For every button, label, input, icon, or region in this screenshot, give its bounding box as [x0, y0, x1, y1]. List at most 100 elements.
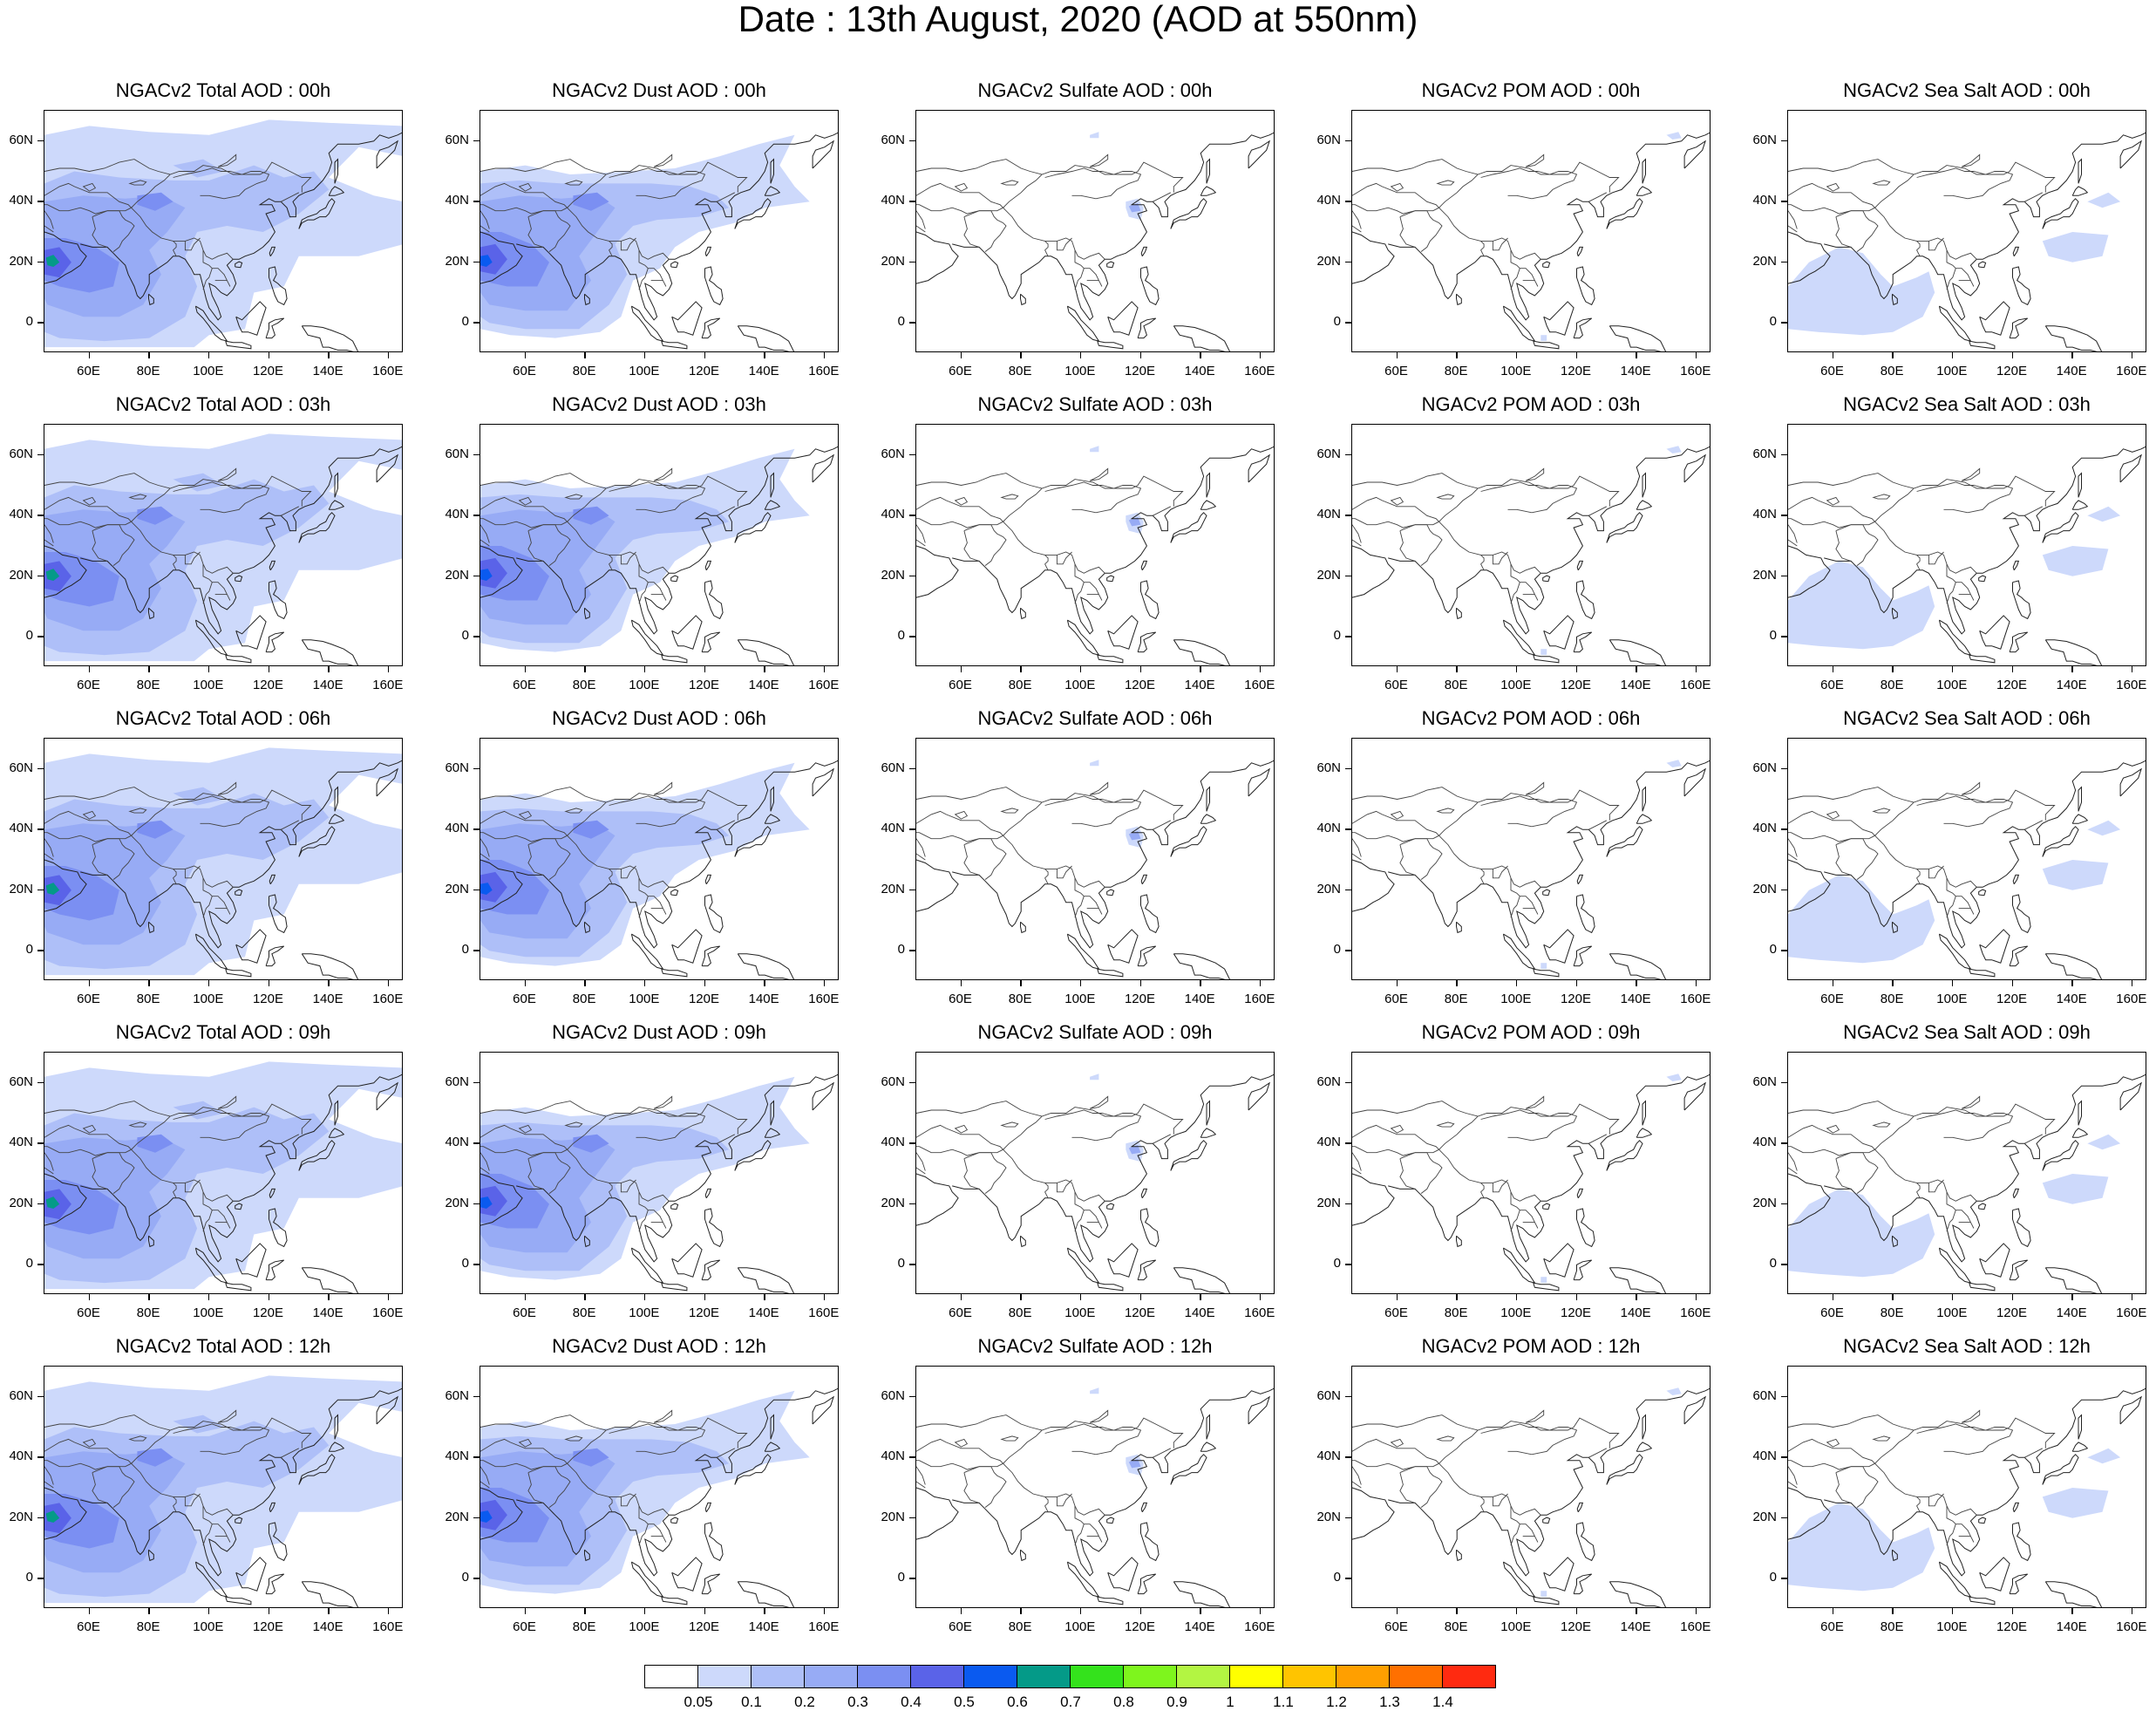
- lake-outline: [1436, 494, 1455, 500]
- country-border: [480, 787, 748, 821]
- country-border: [1916, 1109, 2014, 1142]
- lat-tick: [473, 1203, 479, 1205]
- lake-outline: [82, 1438, 97, 1448]
- lon-label: 140E: [312, 1619, 343, 1634]
- country-border: [609, 1423, 706, 1455]
- lon-label: 100E: [193, 1305, 224, 1320]
- country-border: [963, 530, 980, 562]
- coastline: [584, 293, 590, 306]
- lat-label: 0: [461, 1256, 469, 1271]
- lat-label: 0: [1769, 628, 1777, 644]
- lat-tick: [1345, 889, 1351, 891]
- country-border: [44, 1438, 234, 1516]
- aod-contour-level-1: [1666, 446, 1682, 453]
- country-border: [963, 524, 1007, 566]
- lat-label: 40N: [9, 1449, 33, 1464]
- coastline: [670, 261, 679, 269]
- lat-tick: [37, 767, 44, 770]
- lon-label: 100E: [1936, 1305, 1968, 1320]
- country-border: [1044, 1109, 1142, 1142]
- lake-outline: [82, 496, 97, 506]
- lat-tick: [37, 140, 44, 142]
- lon-label: 160E: [372, 678, 404, 692]
- lat-label: 40N: [445, 821, 469, 836]
- country-border: [44, 810, 234, 888]
- lon-label: 60E: [1820, 1619, 1844, 1634]
- coastline: [737, 1267, 795, 1293]
- country-border: [1492, 1493, 1508, 1507]
- coastline: [269, 580, 288, 620]
- lat-tick: [909, 261, 915, 263]
- lon-tick: [1636, 1294, 1637, 1300]
- map-panel-seasalt-0: [1787, 110, 2146, 352]
- country-border: [1399, 1158, 1416, 1190]
- country-border: [92, 524, 135, 566]
- aod-contour-level-1: [2087, 820, 2121, 836]
- coastline: [1066, 619, 1100, 656]
- coastline: [952, 760, 1274, 949]
- lat-label: 0: [1769, 1256, 1777, 1271]
- country-border: [480, 539, 490, 547]
- lat-tick: [909, 1395, 915, 1398]
- lon-tick: [1200, 352, 1201, 358]
- lon-label: 120E: [1996, 364, 2028, 378]
- lon-tick: [1020, 666, 1022, 672]
- lat-tick: [909, 322, 915, 324]
- country-border: [1492, 551, 1508, 565]
- lon-label: 120E: [1124, 992, 1156, 1006]
- lon-tick: [207, 1294, 210, 1300]
- coastline: [1388, 446, 1710, 635]
- coastline: [516, 446, 838, 635]
- coastline: [298, 512, 336, 543]
- lon-tick: [1139, 352, 1141, 358]
- coastline: [1502, 619, 1536, 656]
- coastline: [704, 580, 724, 620]
- aod-contour-level-6: [480, 1510, 493, 1523]
- lat-tick: [473, 453, 479, 456]
- lat-label: 20N: [1316, 1195, 1341, 1210]
- coastline: [194, 619, 228, 656]
- coastline: [670, 1517, 679, 1524]
- coastline: [764, 500, 781, 510]
- lat-label: 40N: [445, 507, 469, 522]
- lake-outline: [954, 810, 969, 820]
- lon-label: 120E: [1996, 992, 2028, 1006]
- lon-label: 80E: [136, 364, 160, 378]
- lat-label: 0: [25, 628, 33, 644]
- colorbar-swatch: [1336, 1665, 1390, 1688]
- aod-contour-level-1: [1666, 760, 1682, 767]
- country-border: [527, 1466, 571, 1508]
- country-border: [916, 1429, 1043, 1470]
- coastline: [334, 1100, 338, 1126]
- lat-tick: [1781, 1517, 1787, 1519]
- map-panel-pom-1: [1351, 424, 1711, 666]
- lat-label: 60N: [1316, 132, 1341, 147]
- lon-tick: [1832, 980, 1833, 986]
- coastline: [1173, 1581, 1231, 1607]
- country-border: [1510, 582, 1520, 604]
- lat-label: 0: [897, 314, 905, 330]
- coastline: [2071, 186, 2089, 196]
- lake-outline: [564, 180, 583, 186]
- lon-label: 140E: [748, 992, 779, 1006]
- coastline: [1137, 631, 1157, 653]
- country-border: [92, 210, 135, 252]
- lat-tick: [1781, 201, 1787, 202]
- lat-tick: [37, 453, 44, 456]
- lon-tick: [1515, 1608, 1518, 1614]
- country-border: [44, 1124, 234, 1202]
- lon-tick: [704, 1294, 705, 1300]
- aod-contour-level-5: [480, 871, 507, 903]
- lon-tick: [328, 980, 330, 986]
- coastline: [661, 1596, 688, 1605]
- coastline: [630, 305, 664, 342]
- country-border: [527, 1152, 571, 1194]
- lat-label: 40N: [1752, 821, 1777, 836]
- lon-tick: [1396, 666, 1398, 672]
- aod-field-pom: [1352, 1074, 1710, 1293]
- coastline: [1608, 1581, 1667, 1607]
- lon-label: 140E: [1184, 678, 1215, 692]
- country-border: [44, 1101, 312, 1135]
- lat-tick: [473, 1456, 479, 1458]
- colorbar-label: 0.7: [1060, 1694, 1081, 1710]
